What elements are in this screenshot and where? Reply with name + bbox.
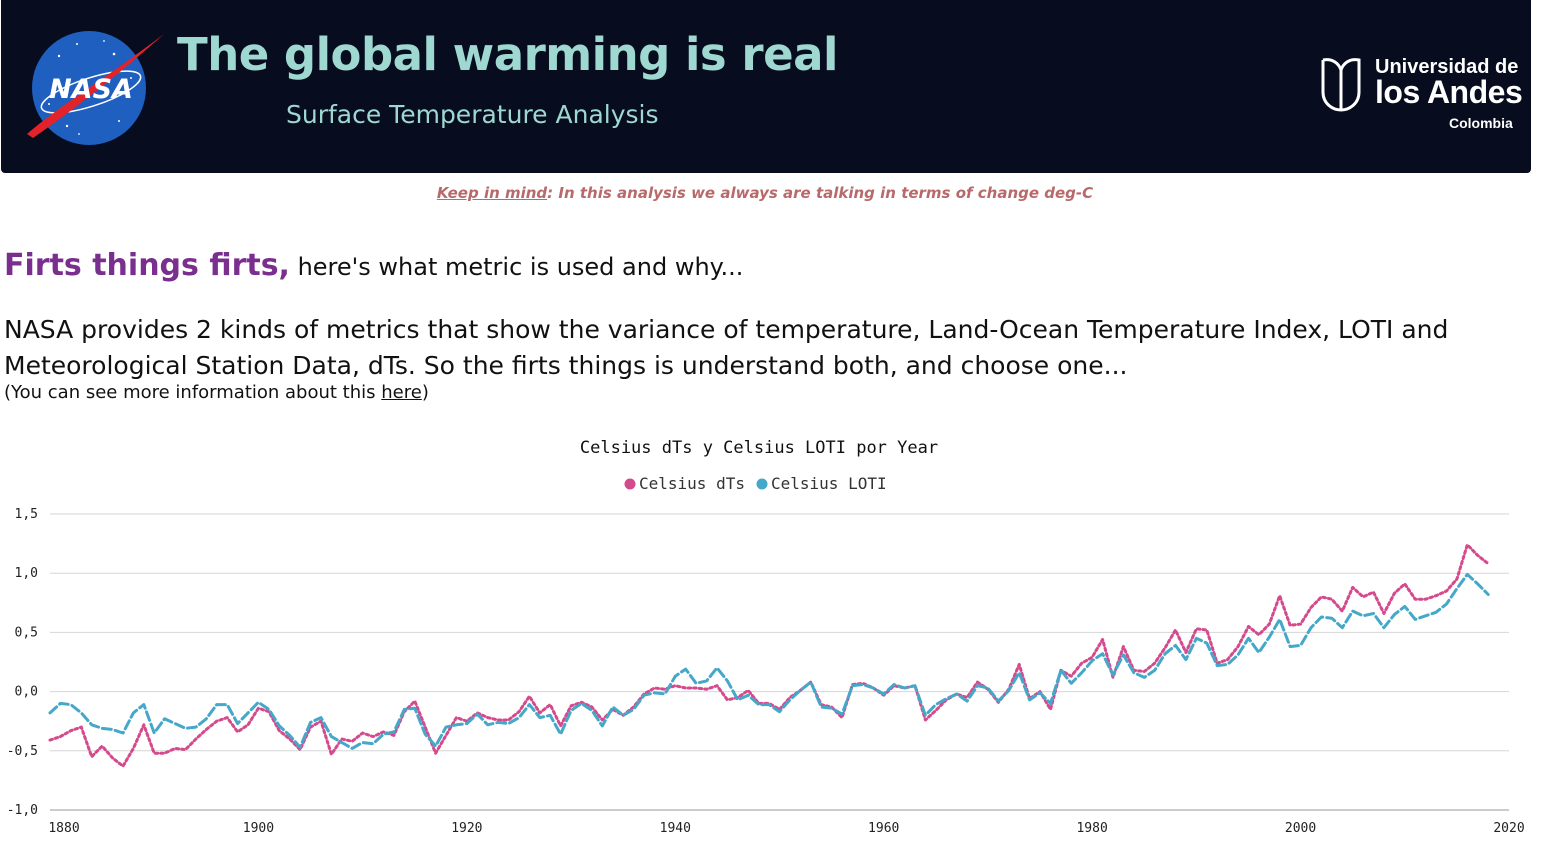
page-title: The global warming is real	[177, 28, 838, 81]
x-tick-label: 1940	[660, 821, 691, 836]
heading-highlight: Firts things firts,	[4, 248, 290, 283]
more-info-link[interactable]: here	[381, 382, 422, 403]
section-heading: Firts things firts, here's what metric i…	[4, 248, 743, 283]
x-tick-label: 2000	[1285, 821, 1316, 836]
page-subtitle: Surface Temperature Analysis	[286, 100, 659, 129]
nasa-logo-icon: NASA	[27, 31, 164, 145]
legend-label: Celsius LOTI	[771, 474, 887, 493]
y-tick-label: 0,5	[15, 625, 38, 640]
x-tick-label: 1980	[1076, 821, 1107, 836]
uniandes-emblem-icon	[1321, 58, 1361, 112]
intro-paragraph: NASA provides 2 kinds of metrics that sh…	[4, 315, 1449, 380]
uniandes-line1: Universidad de	[1375, 56, 1519, 78]
legend-label: Celsius dTs	[639, 474, 745, 493]
chart-legend: Celsius dTs Celsius LOTI	[624, 474, 887, 493]
series-line-dts	[48, 543, 1490, 768]
y-tick-label: 0,0	[15, 685, 38, 700]
more-info-suffix: )	[421, 382, 429, 403]
series-line-loti	[48, 572, 1490, 750]
uniandes-line2: los Andes	[1375, 74, 1523, 110]
header-banner: NASA The global warming is real Surface …	[1, 0, 1531, 173]
more-info-prefix: (You can see more information about this	[4, 382, 382, 403]
x-axis-ticks: 1880 1900 1920 1940 1960 1980 2000 2020	[48, 821, 1524, 836]
note-text: : In this analysis we always are talking…	[547, 184, 1094, 202]
x-tick-label: 1880	[48, 821, 79, 836]
uniandes-logo: Universidad de los Andes Colombia	[1319, 56, 1523, 136]
legend-marker	[756, 478, 768, 490]
keep-in-mind-note: Keep in mind: In this analysis we always…	[0, 184, 1530, 202]
y-tick-label: 1,0	[15, 566, 38, 581]
x-tick-label: 1900	[243, 821, 274, 836]
legend-marker	[624, 478, 636, 490]
more-info-line: (You can see more information about this…	[4, 382, 429, 403]
uniandes-line3: Colombia	[1449, 115, 1513, 131]
y-axis-ticks: 1,5 1,0 0,5 0,0 -0,5 -1,0	[7, 507, 38, 818]
x-tick-label: 1960	[868, 821, 899, 836]
y-tick-label: -0,5	[7, 744, 38, 759]
nasa-logo-text: NASA	[49, 74, 133, 105]
chart-title: Celsius dTs y Celsius LOTI por Year	[580, 438, 938, 458]
x-tick-label: 1920	[451, 821, 482, 836]
heading-rest: here's what metric is used and why...	[289, 253, 744, 281]
chart-series	[48, 543, 1490, 768]
chart-grid	[50, 513, 1509, 811]
y-tick-label: -1,0	[7, 803, 38, 818]
y-tick-label: 1,5	[15, 507, 38, 522]
x-tick-label: 2020	[1493, 821, 1524, 836]
temperature-line-chart: Celsius dTs y Celsius LOTI por Year Cels…	[7, 438, 1525, 836]
note-keyword: Keep in mind	[436, 184, 548, 202]
